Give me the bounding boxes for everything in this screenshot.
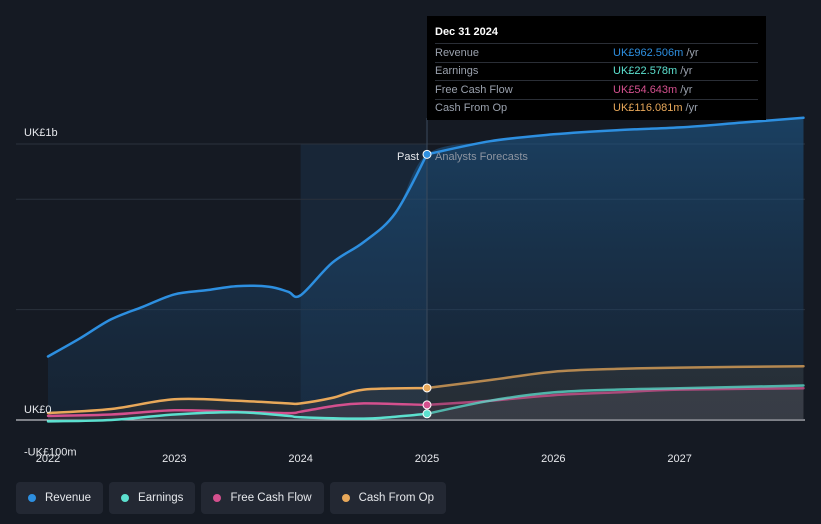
revenue-marker (422, 149, 432, 159)
hover-markers (422, 149, 432, 419)
legend-label: Free Cash Flow (230, 492, 312, 504)
tooltip-unit: /yr (680, 83, 693, 96)
tooltip-label: Revenue (435, 46, 480, 59)
y-tick-label: -UK£100m (24, 447, 77, 459)
legend-item-revenue[interactable]: Revenue (16, 482, 104, 514)
y-axis-labels: UK£1b UK£0 -UK£100m (24, 127, 77, 459)
legend-item-free-cash-flow[interactable]: Free Cash Flow (201, 482, 324, 514)
tooltip-value: UK£22.578m (613, 65, 678, 78)
legend-label: Cash From Op (358, 492, 435, 504)
cash-from-op-line-past (46, 386, 429, 415)
x-axis-labels: 2022 2023 2024 2025 2026 2027 (36, 453, 692, 465)
earnings-line-past (46, 411, 429, 423)
series-lines (46, 116, 805, 423)
tooltip-label: Cash From Op (435, 102, 508, 115)
x-tick-label: 2025 (415, 453, 439, 465)
earnings-line-forecast (425, 384, 805, 416)
x-tick-label: 2024 (288, 453, 312, 465)
x-tick-label: 2022 (36, 453, 60, 465)
tooltip-row-cash-from-op: Cash From Op UK£116.081m /yr (435, 98, 758, 118)
earnings-marker (422, 409, 432, 419)
legend-item-earnings[interactable]: Earnings (109, 482, 196, 514)
tooltip-value: UK£116.081m (613, 102, 683, 115)
legend-dot-icon (341, 494, 350, 502)
tooltip-date: Dec 31 2024 (435, 26, 498, 38)
tooltip-value: UK£962.506m (613, 46, 684, 59)
y-tick-label: UK£0 (24, 404, 52, 416)
legend-dot-icon (121, 494, 130, 502)
tooltip-unit: /yr (686, 46, 699, 59)
cash-from-op-marker (422, 383, 432, 393)
tooltip-unit: /yr (685, 102, 698, 115)
cash-from-op-line-forecast (425, 364, 805, 390)
free-cash-flow-line-past (46, 402, 429, 418)
tooltip-row-revenue: Revenue UK£962.506m /yr (435, 43, 758, 62)
financials-chart: Past Analysts Forecasts UK£1b UK£0 -UK£100… (16, 116, 805, 465)
cash-from-op-area (48, 366, 804, 420)
past-label: Past (397, 151, 419, 163)
legend: Revenue Earnings Free Cash Flow Cash Fro… (16, 482, 447, 514)
x-tick-label: 2023 (162, 453, 186, 465)
series-areas (48, 117, 804, 422)
legend-label: Revenue (45, 492, 92, 504)
revenue-line-past (46, 153, 429, 358)
x-tick-label: 2026 (541, 453, 565, 465)
tooltip-value: UK£54.643m (613, 83, 678, 96)
revenue-line-forecast (425, 116, 805, 156)
x-tick-label: 2027 (667, 453, 691, 465)
legend-dot-icon (213, 494, 222, 502)
legend-label: Earnings (138, 492, 184, 504)
revenue-area (48, 117, 804, 421)
legend-item-cash-from-op[interactable]: Cash From Op (329, 482, 447, 514)
legend-dot-icon (28, 494, 36, 502)
tooltip-unit: /yr (680, 65, 693, 78)
free-cash-flow-marker (422, 400, 432, 410)
tooltip-label: Earnings (435, 65, 479, 78)
forecast-label: Analysts Forecasts (435, 151, 528, 163)
y-tick-label: UK£1b (24, 127, 58, 139)
tooltip-row-earnings: Earnings UK£22.578m /yr (435, 61, 758, 81)
tooltip-row-free-cash-flow: Free Cash Flow UK£54.643m /yr (435, 80, 758, 99)
tooltip: Dec 31 2024 Revenue UK£962.506m /yr Earn… (427, 16, 766, 120)
tooltip-label: Free Cash Flow (435, 83, 513, 96)
